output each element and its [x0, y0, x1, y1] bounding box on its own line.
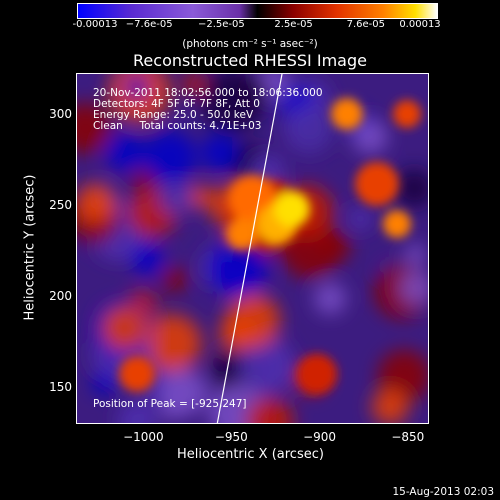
heatmap-blob: [238, 337, 296, 395]
y-tick-label: 150: [49, 379, 72, 394]
heatmap-blob: [371, 388, 409, 423]
heatmap-blob: [77, 102, 112, 154]
colorbar-tick-label: 7.6e-05: [346, 19, 385, 30]
colorbar-tick-label: −7.6e-05: [125, 19, 173, 30]
y-tick-label: 250: [49, 197, 72, 212]
y-tick-label: 200: [49, 288, 72, 303]
heatmap-blob: [117, 400, 157, 423]
heatmap-blob: [284, 103, 335, 153]
heatmap-blob: [320, 231, 351, 262]
annotation-time: 20-Nov-2011 18:02:56.000 to 18:06:36.000: [93, 87, 323, 99]
heatmap-blob: [161, 266, 188, 293]
heatmap-hotspot: [355, 162, 399, 206]
heatmap-blob: [132, 170, 154, 192]
heatmap-blob: [157, 180, 192, 215]
timestamp: 15-Aug-2013 02:03: [392, 486, 494, 498]
heatmap-blob: [130, 242, 165, 277]
colorbar-units: (photons cm⁻² s⁻¹ asec⁻²): [182, 38, 318, 50]
chart-title: Reconstructed RHESSI Image: [133, 51, 367, 70]
heatmap-blob: [399, 270, 428, 306]
solar-limb-line: [216, 74, 283, 423]
heatmap-blob: [92, 371, 116, 396]
heatmap-blob: [201, 74, 264, 132]
x-tick-label: −1000: [123, 430, 164, 444]
heatmap-blob: [245, 397, 294, 423]
colorbar-tick-label: 2.5e-05: [274, 19, 313, 30]
heatmap-hotspot: [297, 354, 337, 394]
colorbar-tick-label: -0.00013: [72, 19, 118, 30]
heatmap-hotspot: [331, 98, 363, 130]
heatmap-blob: [161, 369, 208, 416]
colorbar-tick-label: −2.5e-05: [198, 19, 245, 30]
heatmap-hotspot: [226, 218, 258, 250]
heatmap-blob: [182, 74, 205, 95]
heatmap-plot: [76, 73, 429, 424]
heatmap-blob: [394, 168, 428, 208]
annotation-detectors: Detectors: 4F 5F 6F 7F 8F, Att 0: [93, 98, 260, 110]
heatmap-blob: [404, 243, 427, 266]
heatmap-hotspot: [274, 191, 310, 227]
heatmap-blob: [105, 132, 145, 173]
x-tick-label: −900: [303, 430, 337, 444]
heatmap-blob: [314, 282, 346, 315]
y-axis-label: Heliocentric Y (arcsec): [22, 174, 38, 321]
heatmap-image: [77, 74, 428, 423]
colorbar: [77, 3, 438, 19]
heatmap-blob: [225, 293, 280, 348]
heatmap-hotspot: [119, 356, 155, 392]
heatmap-blob: [101, 305, 148, 351]
heatmap-hotspot: [393, 100, 421, 128]
heatmap-blob: [208, 238, 268, 298]
heatmap-blob: [77, 183, 116, 224]
y-tick-label: 300: [49, 106, 72, 121]
x-tick-label: −950: [214, 430, 248, 444]
annotation-energy: Energy Range: 25.0 - 50.0 keV: [93, 109, 254, 121]
annotation-peak: Position of Peak = [-925,247]: [93, 398, 247, 410]
x-tick-label: −850: [391, 430, 425, 444]
heatmap-blob: [352, 119, 388, 155]
heatmap-hotspot: [383, 210, 411, 238]
heatmap-blob: [124, 75, 149, 99]
heatmap-blob: [348, 206, 373, 231]
heatmap-blob: [201, 133, 239, 171]
colorbar-tick-label: 0.00013: [399, 19, 441, 30]
heatmap-blob: [143, 130, 197, 184]
heatmap-blob: [189, 185, 213, 209]
annotation-counts: Clean Total counts: 4.71E+03: [93, 120, 262, 132]
heatmap-blob: [143, 314, 202, 372]
